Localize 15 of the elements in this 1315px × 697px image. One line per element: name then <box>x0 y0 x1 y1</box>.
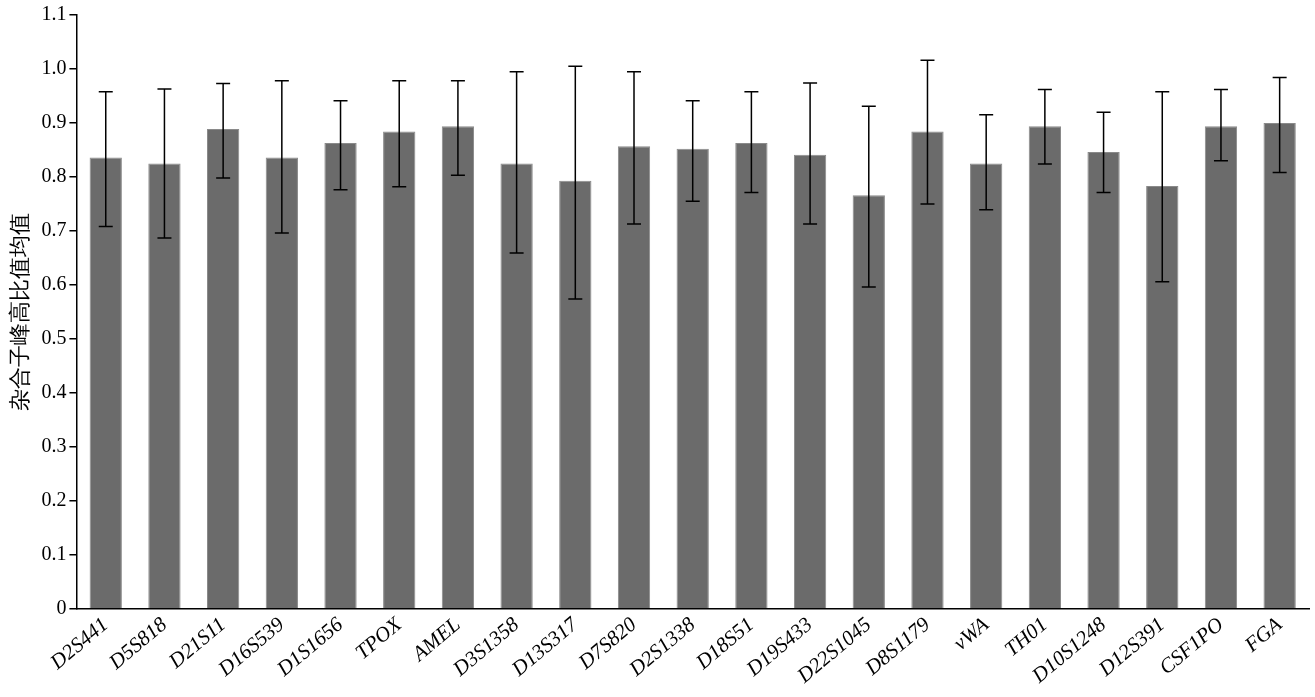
y-tick-label: 0.2 <box>41 488 67 511</box>
y-axis-title: 杂合子峰高比值均值 <box>6 212 32 411</box>
y-tick-label: 0 <box>56 595 67 618</box>
y-tick-label: 1.0 <box>41 56 67 79</box>
y-tick-label: 0.7 <box>41 218 67 241</box>
y-tick-label: 0.8 <box>41 164 67 187</box>
y-tick-label: 0.9 <box>41 110 67 133</box>
y-tick-label: 0.5 <box>41 326 67 349</box>
y-tick-label: 0.1 <box>41 541 67 564</box>
y-tick-label: 0.3 <box>41 434 67 457</box>
x-tick-label: FGA <box>1238 611 1287 658</box>
y-tick-label: 0.6 <box>41 272 67 295</box>
y-tick-label: 0.4 <box>41 380 67 403</box>
y-tick-label: 1.1 <box>41 2 67 25</box>
x-tick-label: vWA <box>948 611 994 655</box>
